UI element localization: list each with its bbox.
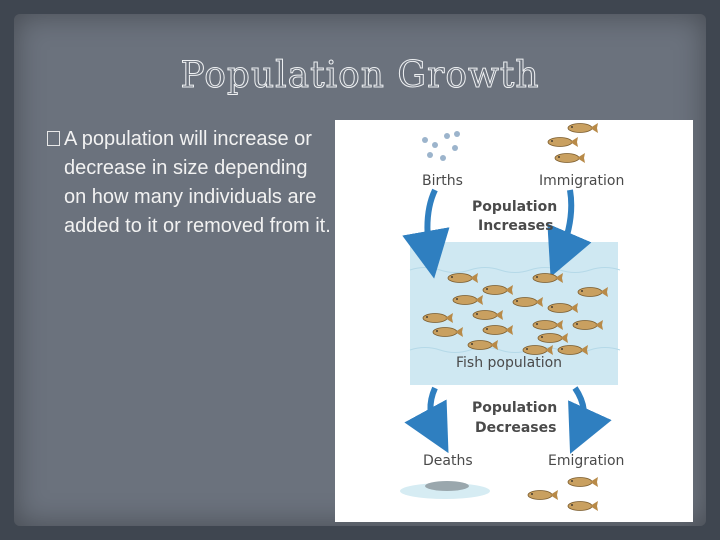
eggs	[422, 131, 460, 161]
increases-label: Population	[472, 199, 557, 215]
increases-label: Increases	[478, 218, 553, 234]
births-label: Births	[422, 173, 463, 189]
bullet-text: A population will increase or decrease i…	[64, 128, 331, 237]
wave	[409, 347, 621, 353]
decreases-label: Decreases	[475, 420, 556, 436]
bullet-marker	[47, 131, 60, 146]
arrow	[547, 189, 592, 278]
deaths-label: Deaths	[423, 453, 473, 469]
dead-fish	[425, 481, 469, 491]
arrow	[404, 386, 449, 454]
immigration-label: Immigration	[539, 173, 624, 189]
slide-title: Population Growth	[180, 55, 540, 97]
decreases-label: Population	[472, 400, 557, 416]
arrow	[402, 188, 450, 279]
diagram: Births Immigration Population Increases …	[335, 120, 693, 522]
fish-population-label: Fish population	[456, 355, 562, 371]
arrow	[568, 386, 612, 454]
emigration-label: Emigration	[548, 453, 624, 469]
